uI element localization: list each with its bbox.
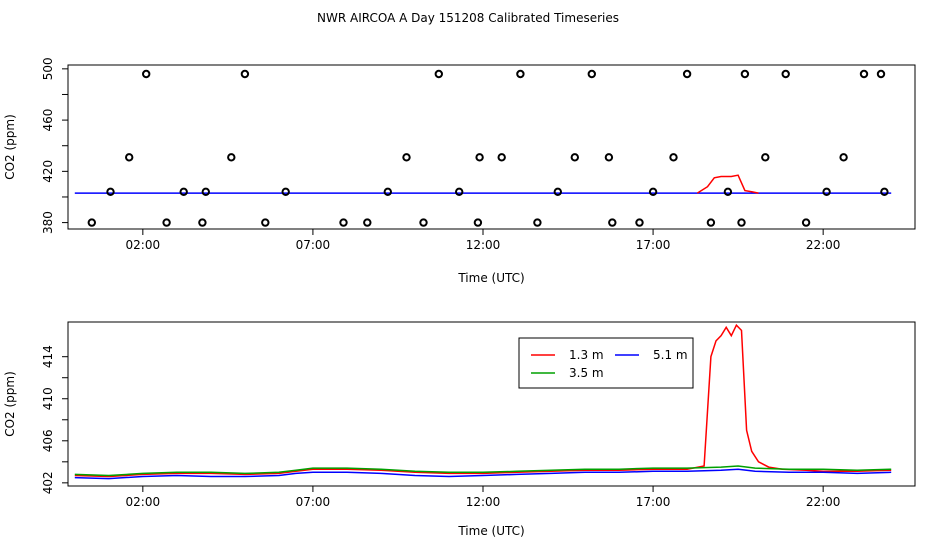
panel2-x-tick-label: 02:00 xyxy=(126,495,161,509)
panel1-data-point xyxy=(682,69,692,79)
panel1-data-point xyxy=(737,218,746,227)
panel2-legend-label: 5.1 m xyxy=(653,348,688,362)
panel1-data-point xyxy=(87,218,97,227)
panel1-data-point xyxy=(723,187,733,197)
panel1-data-point xyxy=(198,218,207,227)
panel2-x-axis-label: Time (UTC) xyxy=(457,524,524,538)
panel2-plot-frame xyxy=(67,321,916,487)
panel2-y-tick-label: 402 xyxy=(41,471,55,494)
panel1-y-tick-label: 380 xyxy=(41,211,55,234)
panel1-data-point xyxy=(179,187,188,197)
panel1-data-point xyxy=(587,69,596,79)
panel2-y-tick-label: 414 xyxy=(41,345,55,368)
panel1-plot-frame xyxy=(67,64,916,230)
panel1-data-point xyxy=(125,153,134,162)
panel2-y-axis-label: CO2 (ppm) xyxy=(3,371,17,437)
panel1-data-point xyxy=(822,187,831,197)
panel2-y-tick-label: 406 xyxy=(41,429,55,452)
panel1-data-point xyxy=(339,218,348,227)
panel2-x-tick-label: 12:00 xyxy=(466,495,501,509)
panel2-x-tick-label: 07:00 xyxy=(296,495,331,509)
panel1-data-point xyxy=(533,218,542,227)
panel2-x-tick-label: 22:00 xyxy=(806,495,841,509)
panel2-series-line-5-1-m xyxy=(74,468,892,480)
panel2-legend-label: 3.5 m xyxy=(569,366,604,380)
panel1-data-point xyxy=(106,187,115,197)
panel2-legend-label: 1.3 m xyxy=(569,348,604,362)
panel1-data-point xyxy=(227,153,236,162)
panel1-x-axis-label: Time (UTC) xyxy=(457,271,524,285)
panel1-data-point xyxy=(142,69,151,79)
panel1-data-point xyxy=(434,69,443,79)
panel1-y-tick-label: 500 xyxy=(41,57,55,80)
panel1-data-point xyxy=(608,218,617,227)
panel1-data-point xyxy=(553,187,562,197)
panel1-data-point xyxy=(839,153,848,162)
panel1-data-point xyxy=(261,218,270,227)
panel1-data-point xyxy=(570,153,579,162)
panel1-data-point xyxy=(781,69,790,79)
panel1-data-point xyxy=(761,153,770,162)
panel1-data-point xyxy=(880,187,889,197)
figure-title: NWR AIRCOA A Day 151208 Calibrated Times… xyxy=(317,11,619,25)
panel1-data-point xyxy=(859,69,869,79)
panel1-data-point xyxy=(475,153,484,162)
panel1-x-tick-label: 22:00 xyxy=(806,238,841,252)
panel1-y-axis-label: CO2 (ppm) xyxy=(3,114,17,180)
panel1-data-point xyxy=(604,153,614,162)
panel1-data-point xyxy=(497,153,506,162)
panel1-x-tick-label: 02:00 xyxy=(126,238,161,252)
panel1-x-tick-label: 07:00 xyxy=(296,238,331,252)
panel1-data-point xyxy=(516,69,525,79)
panel1-data-point xyxy=(706,218,716,227)
panel1-data-point xyxy=(635,218,644,227)
panel2-legend-box xyxy=(518,337,694,389)
panel1-data-point xyxy=(473,218,483,227)
panel2-series-line-3-5-m xyxy=(74,465,892,477)
panel1-data-point xyxy=(455,187,464,197)
panel1-data-point xyxy=(240,69,250,79)
panel1-data-point xyxy=(419,218,428,227)
panel1-series-line-1 xyxy=(696,174,759,194)
panel1-data-point xyxy=(648,187,658,197)
panel1-data-point xyxy=(363,218,372,227)
panel2-x-tick-label: 17:00 xyxy=(636,495,671,509)
panel2-series-line-1-3-m xyxy=(74,323,892,478)
panel1-y-tick-label: 460 xyxy=(41,109,55,132)
panel1-data-point xyxy=(402,153,411,162)
panel1-data-point xyxy=(162,218,171,227)
panel2-y-tick-label: 410 xyxy=(41,387,55,410)
panel1-data-point xyxy=(876,69,886,79)
panel1-data-point xyxy=(383,187,392,197)
panel1-x-tick-label: 12:00 xyxy=(466,238,501,252)
panel1-data-point xyxy=(669,153,678,162)
panel1-x-tick-label: 17:00 xyxy=(636,238,671,252)
panel1-data-point xyxy=(801,218,811,227)
panel1-data-point xyxy=(281,187,290,197)
panel1-y-tick-label: 420 xyxy=(41,160,55,183)
panel1-data-point xyxy=(740,69,750,79)
panel1-data-point xyxy=(201,187,211,197)
